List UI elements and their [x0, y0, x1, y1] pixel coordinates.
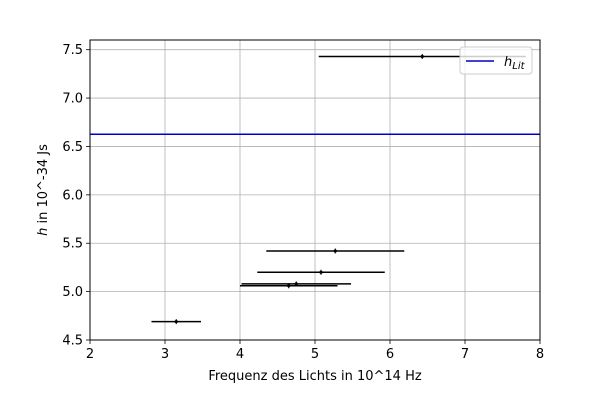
y-tick-label: 5.0: [62, 285, 83, 300]
plot-series: [90, 53, 540, 325]
legend-label-hlit: hLit: [504, 55, 526, 72]
y-axis-label: h in 10^-34 Js: [36, 144, 51, 236]
legend: hLit: [459, 46, 533, 75]
y-tick-label: 7.5: [62, 43, 83, 58]
x-tick-label: 6: [386, 347, 394, 362]
y-tick-label: 6.0: [62, 188, 83, 203]
y-tick-label: 5.5: [62, 237, 83, 252]
y-axis-label-unit: in 10^-34 Js: [36, 144, 51, 228]
legend-box: [459, 46, 533, 75]
plot-area: [90, 53, 540, 325]
x-axis-label: Frequenz des Lichts in 10^14 Hz: [208, 369, 422, 384]
y-tick-label: 6.5: [62, 140, 83, 155]
x-tick-label: 2: [86, 347, 94, 362]
legend-label-main: h: [504, 55, 512, 70]
y-axis-label-symbol: h: [36, 228, 51, 236]
y-tick-label: 7.0: [62, 92, 83, 107]
x-tick-label: 4: [236, 347, 244, 362]
y-tick-label: 4.5: [62, 334, 83, 349]
x-tick-label: 8: [536, 347, 544, 362]
ticks: 2 3 4 5 6 7 8 4.5 5.0 5.5 6.0 6.5 7.0 7.5: [62, 43, 544, 362]
legend-label-sub: Lit: [512, 61, 525, 72]
x-tick-label: 7: [461, 347, 469, 362]
x-tick-label: 3: [161, 347, 169, 362]
x-tick-label: 5: [311, 347, 319, 362]
